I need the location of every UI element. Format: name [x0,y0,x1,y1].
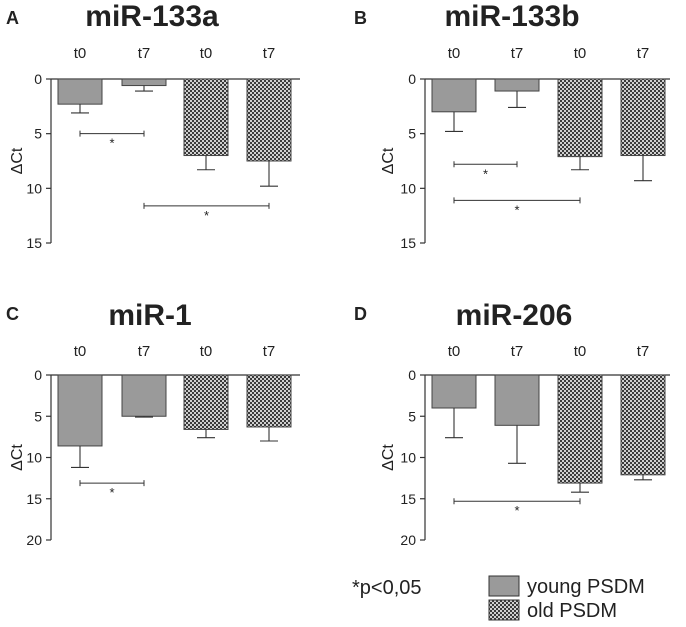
bar [57,374,103,447]
y-tick-label: 0 [34,367,42,383]
legend-swatch-old [488,599,520,621]
bar [183,78,229,157]
y-tick-label: 15 [26,235,42,251]
panel-title: miR-133a [85,0,219,33]
bar [620,78,666,157]
y-tick-label: 0 [34,71,42,87]
panel-title: miR-206 [456,299,573,332]
y-tick-label: 20 [400,532,416,548]
category-label: t0 [200,343,213,360]
y-tick-label: 20 [26,532,42,548]
legend-swatch-young [488,575,520,597]
y-axis-label: ΔCt [380,147,397,174]
category-label: t7 [138,45,151,62]
y-tick-label: 10 [26,180,42,196]
bar [246,78,292,162]
legend-label-old: old PSDM [527,600,617,622]
y-tick-label: 5 [408,408,416,424]
category-label: t7 [511,343,524,360]
panel-letter: A [6,8,19,28]
bar [121,374,167,417]
y-axis-label: ΔCt [9,444,26,471]
bar [246,374,292,428]
category-label: t7 [511,45,524,62]
panel-letter: D [354,304,367,324]
category-label: t0 [574,45,587,62]
y-tick-label: 5 [34,126,42,142]
panel-letter: B [354,8,367,28]
y-tick-label: 5 [408,126,416,142]
y-axis-label: ΔCt [380,444,397,471]
bar [431,78,477,113]
y-tick-label: 15 [400,235,416,251]
bar [557,78,603,158]
significance-star: * [514,202,519,217]
category-label: t7 [637,45,650,62]
y-tick-label: 15 [400,491,416,507]
significance-star: * [109,136,114,151]
significance-star: * [109,485,114,500]
category-label: t0 [200,45,213,62]
category-label: t7 [138,343,151,360]
y-tick-label: 0 [408,367,416,383]
category-label: t0 [74,45,87,62]
category-label: t0 [448,45,461,62]
bar [121,78,167,87]
legend: *p<0,05 young PSDM old PSDM [352,575,645,622]
bar [57,78,103,105]
y-tick-label: 0 [408,71,416,87]
y-tick-label: 5 [34,408,42,424]
category-label: t7 [263,45,276,62]
y-axis-label: ΔCt [9,147,26,174]
bar [494,78,540,92]
significance-star: * [204,208,209,223]
significance-star: * [514,503,519,518]
y-tick-label: 10 [400,450,416,466]
category-label: t7 [263,343,276,360]
category-label: t0 [74,343,87,360]
legend-label-young: young PSDM [527,576,645,598]
y-tick-label: 10 [26,450,42,466]
y-tick-label: 15 [26,491,42,507]
category-label: t7 [637,343,650,360]
panel-title: miR-133b [444,0,579,33]
bar [620,374,666,476]
significance-note: *p<0,05 [352,577,422,599]
category-label: t0 [448,343,461,360]
bar [494,374,540,426]
panel-letter: C [6,304,19,324]
panel-title: miR-1 [108,299,191,332]
bar [431,374,477,409]
category-label: t0 [574,343,587,360]
y-tick-label: 10 [400,180,416,196]
bar [183,374,229,430]
bar [557,374,603,484]
significance-star: * [483,166,488,181]
